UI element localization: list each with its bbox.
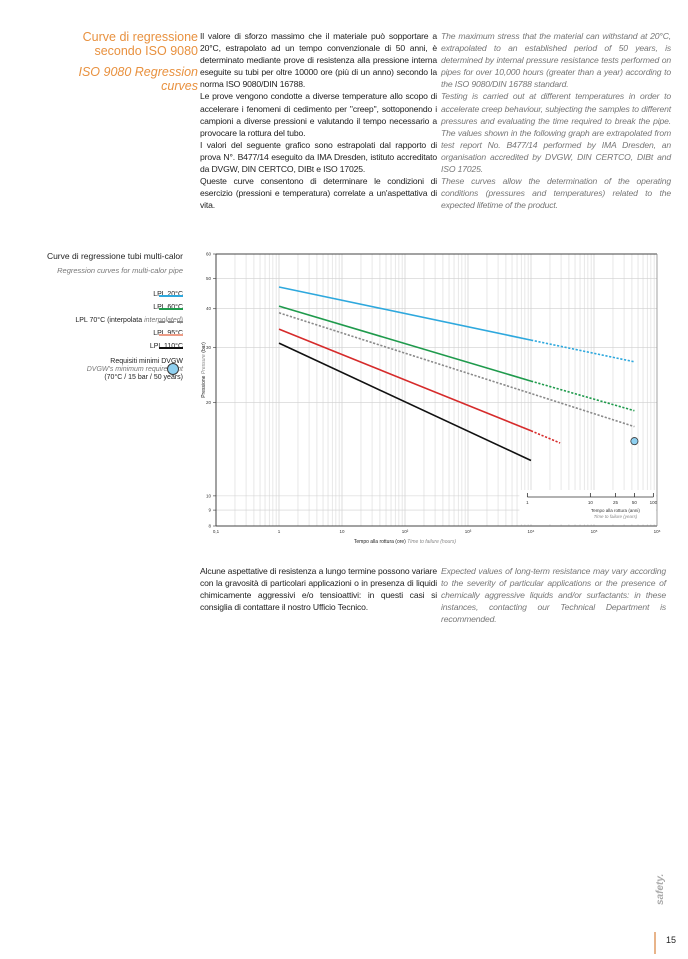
paragraph: The maximum stress that the material can… xyxy=(441,31,671,90)
years-tick-label: 1 xyxy=(526,500,529,505)
x-tick-label: 10² xyxy=(402,529,409,534)
x-tick-label: 10⁵ xyxy=(591,529,598,534)
outro-en: Expected values of long-term resistance … xyxy=(441,566,666,625)
chart-title-it: Curve di regressione tubi multi-calor xyxy=(46,251,183,261)
years-axis-label: Tempo alla rottura (anni) xyxy=(591,508,640,513)
intro-en: The maximum stress that the material can… xyxy=(441,30,671,211)
paragraph: Le prove vengono condotte a diverse temp… xyxy=(200,91,437,138)
series-line-solid xyxy=(278,286,532,341)
legend-swatch-60 xyxy=(159,308,183,310)
y-axis-label-part: Pressure xyxy=(201,353,207,374)
y-tick-label: 40 xyxy=(206,306,212,311)
series-line-extrapolated xyxy=(530,380,635,412)
outro-it: Alcune aspettative di resistenza a lungo… xyxy=(200,566,437,613)
page-number: 15 xyxy=(666,935,677,945)
paragraph: I valori del seguente grafico sono estra… xyxy=(200,139,437,175)
years-axis-label-en: Time to failure (years) xyxy=(594,514,638,519)
dvgw-marker-icon xyxy=(167,363,179,375)
intro-it: Il valore di sforzo massimo che il mater… xyxy=(200,30,437,211)
chart-title-en: Regression curves for multi-calor pipe xyxy=(57,266,183,275)
series-line-extrapolated xyxy=(530,430,561,444)
legend-dvgw: Requisiti minimi DVGW DVGW's minimum req… xyxy=(87,358,183,382)
legend-label: LPL 20°C xyxy=(153,291,183,298)
x-tick-label: 10³ xyxy=(465,529,472,534)
paragraph: These curves allow the determination of … xyxy=(441,176,671,211)
page-divider xyxy=(654,932,656,954)
x-tick-label: 0,1 xyxy=(213,529,220,534)
series-line-solid xyxy=(278,305,532,382)
dvgw-label-en: DVGW's minimum requirement xyxy=(86,366,183,373)
heading-it: Curve di regressione secondo ISO 9080 xyxy=(82,30,198,58)
heading-en: ISO 9080 Regression curves xyxy=(78,65,198,93)
years-tick-label: 100 xyxy=(650,500,658,505)
y-tick-label: 60 xyxy=(206,252,212,257)
y-tick-label: 8 xyxy=(208,524,211,529)
y-tick-label: 50 xyxy=(206,276,212,281)
regression-chart: 8 9 10 20 30 40 50 60 0,1 1 10 10² 10³ 10⁴ 10⁵ 10⁶ 1 10 25… xyxy=(201,252,661,546)
years-tick-label: 25 xyxy=(613,500,619,505)
years-inset-bg xyxy=(519,490,656,524)
y-tick-label: 20 xyxy=(206,400,212,405)
x-tick-label: 10⁶ xyxy=(654,529,661,534)
paragraph: Queste curve consentono di determinare l… xyxy=(200,176,437,211)
brand-logo: safety. xyxy=(655,873,666,905)
legend-label: LPL 95°C xyxy=(153,330,183,337)
dvgw-point xyxy=(630,437,639,446)
x-tick-label: 1 xyxy=(278,529,281,534)
x-axis-label: Tempo alla rottura (ore) Time to failure… xyxy=(354,539,457,545)
y-tick-label: 10 xyxy=(206,493,212,498)
legend-swatch-95 xyxy=(159,334,183,336)
series-line-solid xyxy=(278,328,532,432)
x-tick-label: 10 xyxy=(339,529,345,534)
dvgw-detail: (70°C / 15 bar / 50 years) xyxy=(104,374,183,381)
y-tick-label: 30 xyxy=(206,345,212,350)
legend-swatch-20 xyxy=(159,295,183,297)
x-axis-label-it: Tempo alla rottura (ore) xyxy=(354,539,407,545)
y-axis-label-part: (bar) xyxy=(201,342,207,353)
legend-label: LPL 70°C (interpolata xyxy=(75,317,143,324)
paragraph: Il valore di sforzo massimo che il mater… xyxy=(200,31,437,90)
series-line-solid xyxy=(278,342,532,462)
legend-label: LPL 110°C xyxy=(149,343,183,350)
series-line-extrapolated xyxy=(530,339,635,363)
x-tick-label: 10⁴ xyxy=(528,529,535,534)
paragraph: Testing is carried out at different temp… xyxy=(441,91,671,175)
x-axis-label-en: Time to failure (hours) xyxy=(407,539,456,545)
y-axis-label-part: Pressione xyxy=(201,374,207,398)
series-line-dashed xyxy=(278,312,635,428)
legend-swatch-70 xyxy=(159,321,183,323)
legend-label: LPL 60°C xyxy=(153,304,183,311)
legend-label-en: interpolated) xyxy=(144,317,183,324)
y-axis-label: Pressione Pressure (bar) xyxy=(201,342,207,398)
y-tick-label: 9 xyxy=(208,508,211,513)
dvgw-label: Requisiti minimi DVGW xyxy=(110,358,183,365)
years-tick-label: 50 xyxy=(632,500,638,505)
years-tick-label: 10 xyxy=(588,500,594,505)
legend-label-70: LPL 70°C (interpolata interpolated) xyxy=(75,317,183,324)
legend-swatch-110 xyxy=(159,347,183,349)
